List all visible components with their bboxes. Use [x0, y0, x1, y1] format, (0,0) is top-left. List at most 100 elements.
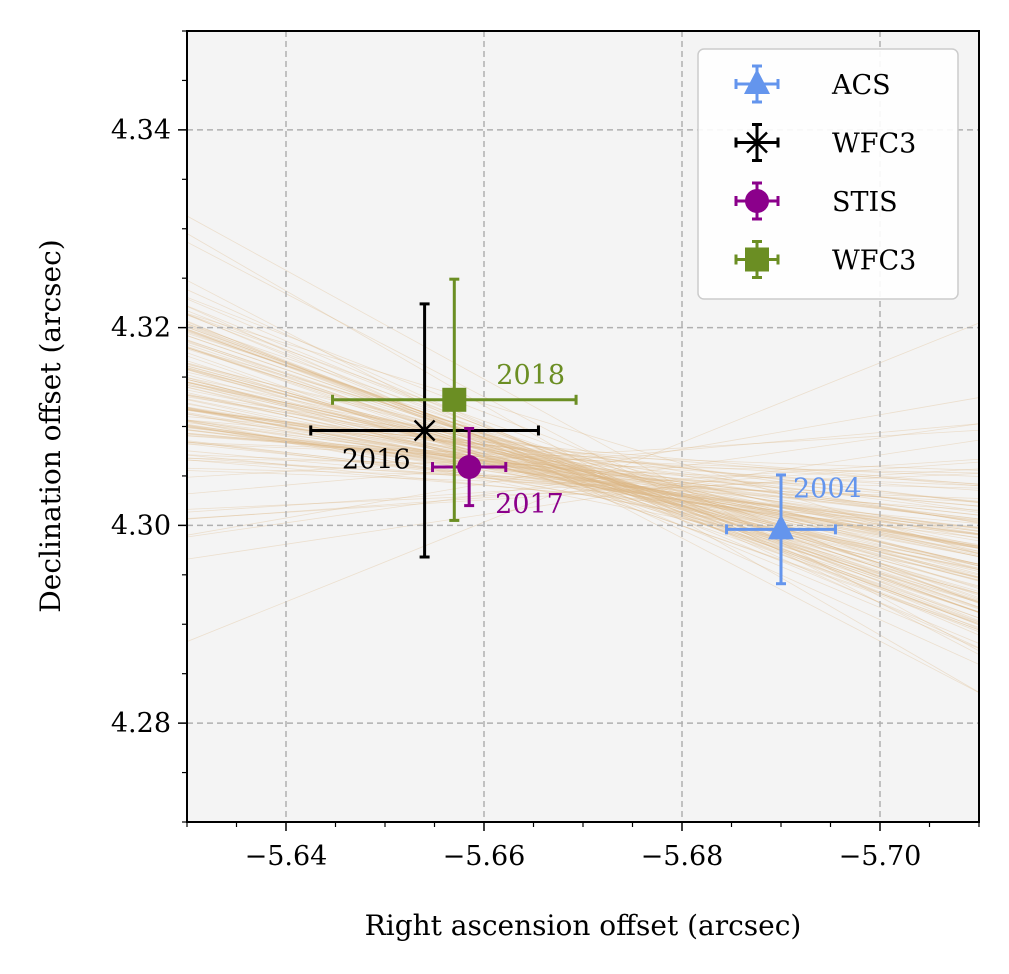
trajectory-sample — [187, 347, 979, 604]
trajectory-sample — [187, 442, 979, 471]
x-tick-label: −5.66 — [443, 841, 526, 872]
trajectory-sample — [187, 305, 979, 665]
trajectory-sample — [187, 420, 979, 530]
trajectory-sample — [187, 339, 979, 614]
trajectory-sample — [187, 457, 979, 511]
trajectory-sample — [187, 413, 979, 552]
trajectory-sample — [187, 323, 979, 631]
trajectory-sample — [187, 406, 979, 532]
trajectory-sample — [187, 347, 979, 625]
trajectory-sample — [187, 416, 979, 485]
trajectory-sample — [187, 383, 979, 594]
trajectory-sample — [187, 392, 979, 576]
trajectory-sample — [187, 233, 979, 693]
trajectory-sample — [187, 394, 979, 539]
trajectory-sample — [187, 381, 979, 581]
trajectory-sample — [187, 395, 979, 556]
trajectory-sample — [187, 241, 979, 655]
trajectory-sample — [187, 423, 979, 495]
trajectory-sample — [187, 427, 979, 516]
trajectory-sample — [187, 369, 979, 595]
legend-label: WFC3 — [832, 246, 916, 277]
trajectory-sample — [187, 413, 979, 554]
trajectory-sample — [187, 379, 979, 567]
trajectory-sample — [187, 450, 979, 525]
trajectory-sample — [187, 362, 979, 567]
legend-entries: ACS WFC3 STIS WFC3 — [734, 64, 916, 279]
trajectory-sample — [187, 399, 979, 571]
axis-ticks — [178, 30, 980, 831]
trajectory-sample — [187, 461, 979, 520]
trajectory-sample — [187, 323, 979, 599]
trajectory-sample — [187, 328, 979, 623]
trajectory-sample — [187, 423, 979, 538]
trajectory-sample — [187, 425, 979, 535]
trajectory-sample — [187, 443, 979, 477]
trajectory-sample — [187, 298, 979, 636]
trajectory-sample — [187, 313, 979, 644]
trajectory-sample — [187, 419, 979, 520]
trajectory-sample — [187, 377, 979, 603]
trajectory-sample — [187, 454, 979, 535]
trajectory-sample — [187, 424, 979, 565]
trajectory-sample — [187, 371, 979, 558]
trajectory-sample — [187, 329, 979, 625]
legend-frame — [697, 48, 959, 300]
trajectory-sample — [187, 429, 979, 520]
trajectory-sample — [187, 467, 979, 489]
x-tick-label: −5.70 — [839, 841, 922, 872]
trajectory-sample — [187, 360, 979, 613]
trajectory-sample — [187, 345, 979, 613]
legend-label: ACS — [831, 70, 891, 101]
trajectory-sample — [187, 365, 979, 578]
trajectory-sample — [187, 429, 979, 521]
point-label-2018: 2018 — [496, 360, 565, 391]
trajectory-sample — [187, 348, 979, 594]
trajectory-sample — [187, 386, 979, 581]
trajectory-sample — [187, 363, 979, 552]
trajectory-sample — [187, 409, 979, 504]
x-tick-label: −5.68 — [641, 841, 724, 872]
trajectory-sample — [187, 343, 979, 610]
trajectory-sample — [187, 335, 979, 609]
legend-label: WFC3 — [832, 129, 916, 160]
trajectory-sample — [187, 324, 979, 619]
trajectory-sample — [187, 389, 979, 548]
point-label-2017: 2017 — [495, 489, 564, 520]
trajectory-sample — [187, 386, 979, 572]
trajectory-sample — [187, 457, 979, 474]
y-tick-label: 4.32 — [111, 313, 171, 344]
trajectory-sample — [187, 332, 979, 590]
trajectory-sample — [187, 435, 979, 485]
trajectory-sample — [187, 322, 979, 642]
trajectory-sample — [187, 305, 979, 630]
trajectory-sample — [187, 409, 979, 523]
legend-marker — [745, 247, 769, 272]
trajectory-sample — [187, 296, 979, 604]
trajectory-sample — [187, 396, 979, 523]
trajectory-sample — [187, 422, 979, 522]
trajectory-sample — [187, 458, 979, 513]
legend: ACS WFC3 STIS WFC3 — [697, 48, 959, 300]
legend-marker — [745, 189, 769, 213]
trajectory-sample — [187, 381, 979, 549]
marker-stroke — [746, 131, 768, 154]
point-label-2016: 2016 — [342, 444, 411, 475]
trajectory-sample — [187, 346, 979, 619]
trajectory-sample — [187, 425, 979, 532]
trajectory-sample — [187, 394, 979, 512]
trajectory-sample — [187, 409, 979, 547]
trajectory-sample — [187, 355, 979, 628]
trajectory-sample — [187, 459, 979, 503]
trajectory-sample — [187, 326, 979, 613]
x-tick-label: −5.64 — [245, 841, 328, 872]
trajectory-sample — [187, 347, 979, 571]
grid-lines — [187, 31, 979, 822]
trajectory-sample — [187, 454, 979, 486]
trajectory-sample — [187, 365, 979, 579]
legend-entry-wfc3-3: WFC3 — [734, 240, 916, 279]
trajectory-sample — [187, 362, 979, 592]
trajectory-sample — [187, 398, 979, 557]
trajectory-sample — [187, 397, 979, 536]
y-tick-label: 4.28 — [111, 708, 171, 739]
